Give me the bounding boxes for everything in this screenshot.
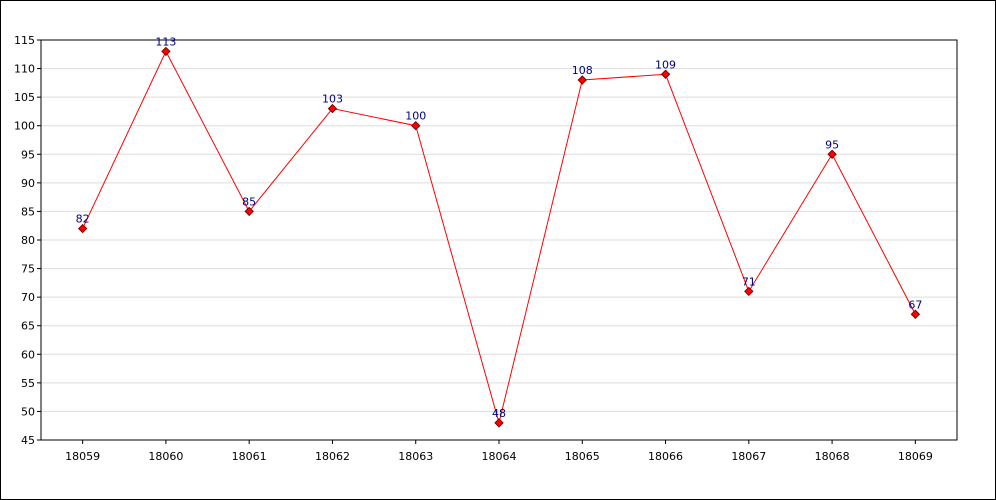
data-point	[411, 121, 421, 131]
y-axis-ticks: 45 50 55 60 65 70 75 80 85 90 95 100 105 110 115	[14, 34, 41, 447]
y-tick-label: 95	[21, 148, 35, 161]
data-label: 85	[242, 195, 256, 208]
data-point	[77, 223, 88, 234]
data-point	[827, 149, 837, 159]
data-label: 113	[155, 35, 176, 48]
y-tick-label: 90	[21, 177, 35, 190]
x-axis-ticks: 18059 18060 18061 18062 18063 18064 18065 18066…	[65, 440, 933, 463]
data-label: 67	[908, 298, 922, 311]
data-point	[744, 286, 754, 297]
y-tick-label: 75	[21, 263, 35, 276]
data-label: 108	[572, 64, 593, 77]
data-point	[161, 46, 171, 57]
y-tick-label: 70	[21, 291, 35, 304]
data-point	[910, 309, 921, 319]
data-labels: 82 113 85 103 100 48 108 109 71 95 67	[76, 35, 923, 419]
y-tick-label: 110	[14, 63, 35, 76]
grid-lines	[41, 68, 957, 412]
x-tick-label: 18068	[815, 450, 850, 463]
x-tick-label: 18064	[482, 450, 517, 463]
data-label: 82	[76, 213, 90, 226]
y-tick-label: 85	[21, 205, 35, 218]
y-tick-label: 50	[21, 405, 35, 418]
y-tick-label: 65	[21, 320, 35, 333]
data-label: 48	[492, 407, 506, 420]
y-tick-label: 55	[21, 377, 35, 390]
x-tick-label: 18060	[148, 450, 183, 463]
data-point	[577, 75, 587, 85]
x-tick-label: 18061	[232, 450, 267, 463]
data-point	[327, 103, 338, 114]
data-label: 103	[322, 93, 343, 106]
data-point	[660, 69, 671, 79]
series	[77, 46, 921, 428]
y-tick-label: 45	[21, 434, 35, 447]
data-point	[494, 418, 504, 428]
x-tick-label: 18066	[648, 450, 683, 463]
y-tick-label: 105	[14, 91, 35, 104]
y-tick-label: 60	[21, 348, 35, 361]
y-tick-label: 115	[14, 34, 35, 47]
x-tick-label: 18063	[398, 450, 433, 463]
x-tick-label: 18067	[731, 450, 766, 463]
x-tick-label: 18062	[315, 450, 350, 463]
data-label: 95	[825, 138, 839, 151]
x-tick-label: 18059	[65, 450, 100, 463]
y-tick-label: 80	[21, 234, 35, 247]
data-label: 71	[742, 275, 756, 288]
series-line	[82, 50, 916, 425]
x-tick-label: 18065	[565, 450, 600, 463]
data-label: 109	[655, 58, 676, 71]
y-tick-label: 100	[14, 120, 35, 133]
data-point	[244, 206, 254, 217]
data-label: 100	[405, 110, 426, 123]
x-tick-label: 18069	[898, 450, 933, 463]
